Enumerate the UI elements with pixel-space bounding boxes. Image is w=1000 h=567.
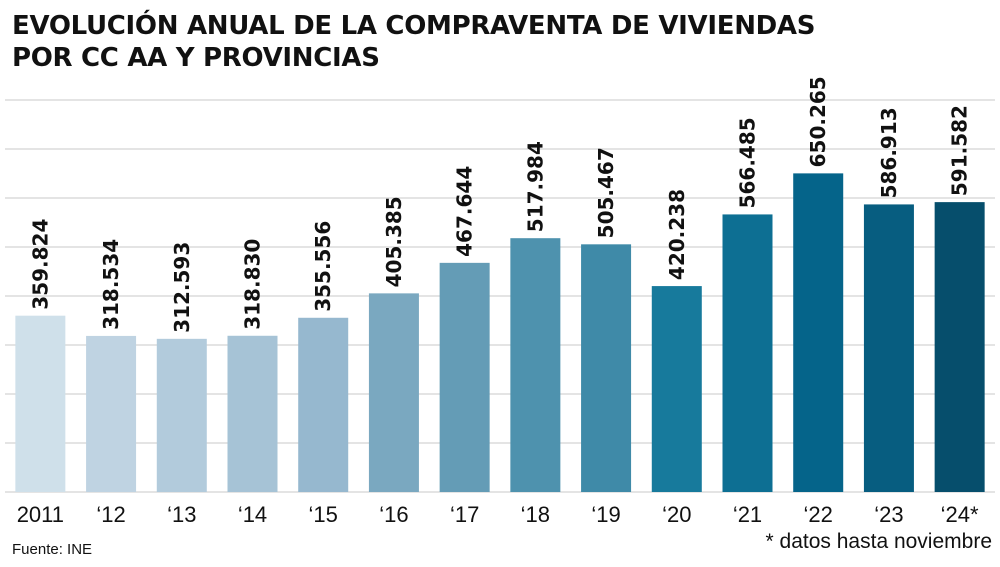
x-tick-label-11: ‘21	[733, 502, 762, 527]
bar-3	[156, 338, 207, 492]
value-label-2: 318.534	[99, 239, 123, 330]
x-tick-label-5: ‘15	[309, 502, 338, 527]
bars	[15, 173, 985, 492]
x-tick-label-4: ‘14	[238, 502, 267, 527]
value-label-13: 586.913	[877, 107, 901, 198]
value-label-11: 566.485	[736, 117, 760, 208]
x-tick-label-6: ‘16	[379, 502, 408, 527]
x-tick-label-9: ‘19	[591, 502, 620, 527]
value-label-9: 505.467	[594, 147, 618, 238]
source-note: Fuente: INE	[12, 541, 93, 558]
value-label-14: 591.582	[948, 105, 972, 196]
x-tick-label-3: ‘13	[167, 502, 196, 527]
chart-title-line-2: POR CC AA Y PROVINCIAS	[12, 43, 380, 73]
x-tick-label-8: ‘18	[521, 502, 550, 527]
bar-13	[863, 204, 914, 492]
bar-10	[651, 286, 702, 492]
value-label-4: 318.830	[241, 239, 265, 330]
bar-8	[510, 238, 561, 492]
x-tick-label-13: ‘23	[874, 502, 903, 527]
x-tick-label-2: ‘12	[96, 502, 125, 527]
bar-11	[722, 214, 773, 492]
value-label-1: 359.824	[28, 219, 52, 310]
bar-5	[298, 317, 349, 492]
value-label-10: 420.238	[665, 189, 689, 280]
bar-14	[934, 202, 985, 492]
bar-9	[581, 244, 632, 492]
value-label-3: 312.593	[170, 242, 194, 333]
value-label-12: 650.265	[806, 76, 830, 167]
x-tick-label-10: ‘20	[662, 502, 691, 527]
chart-title: EVOLUCIÓN ANUAL DE LA COMPRAVENTA DE VIV…	[12, 10, 992, 74]
bar-4	[227, 335, 278, 492]
gridlines	[5, 99, 995, 493]
bar-6	[368, 293, 419, 492]
value-label-6: 405.385	[382, 196, 406, 287]
x-tick-label-7: ‘17	[450, 502, 479, 527]
x-tick-label-12: ‘22	[804, 502, 833, 527]
value-labels: 359.824 318.534 312.593 318.830 355.556 405.3…	[28, 76, 971, 333]
value-label-8: 517.984	[523, 141, 547, 232]
bar-12	[793, 173, 844, 492]
value-label-7: 467.644	[453, 166, 477, 257]
bar-1	[15, 315, 66, 492]
footnote: * datos hasta noviembre	[765, 530, 992, 553]
x-axis-labels: 2011 ‘12 ‘13 ‘14 ‘15 ‘16 ‘17 ‘18 ‘19 ‘20 ‘21 ‘22 ‘23…	[17, 502, 979, 527]
x-tick-label-1: 2011	[17, 502, 64, 527]
x-tick-label-14: ‘24*	[941, 502, 979, 527]
bar-7	[439, 262, 490, 492]
value-label-5: 355.556	[311, 221, 335, 312]
bar-2	[86, 335, 137, 492]
chart-title-line-1: EVOLUCIÓN ANUAL DE LA COMPRAVENTA DE VIV…	[12, 11, 816, 41]
